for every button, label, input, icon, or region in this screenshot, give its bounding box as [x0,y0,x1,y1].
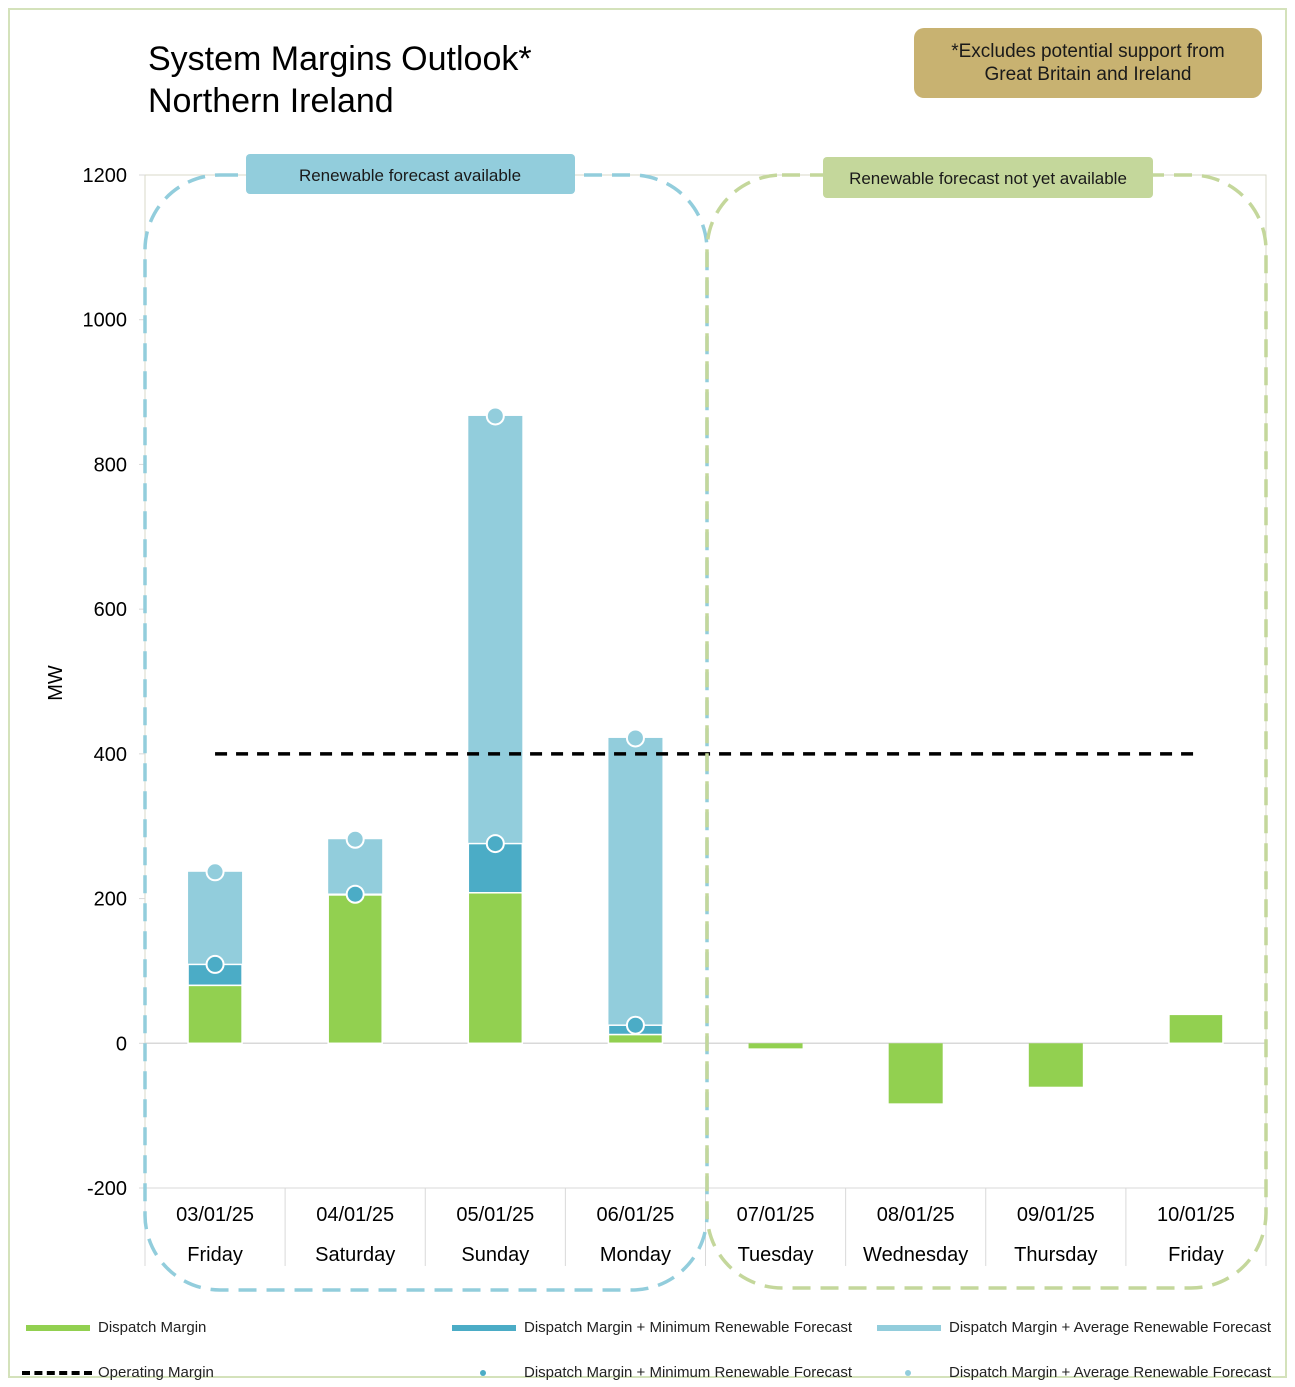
note-line-1: *Excludes potential support from [951,41,1225,62]
marker-avg-renewable [625,728,645,748]
legend-label-avg-marker: Dispatch Margin + Average Renewable Fore… [949,1364,1271,1381]
y-tick-label: 1000 [83,310,128,332]
marker-avg-renewable [205,862,225,882]
legend-label-avg-line: Dispatch Margin + Average Renewable Fore… [949,1319,1271,1336]
legend-label-dispatch: Dispatch Margin [98,1319,207,1336]
title-line-2: Northern Ireland [148,82,394,120]
marker-avg-renewable [345,829,365,849]
region-available-badge [246,154,575,194]
x-day-label: Monday [600,1244,671,1266]
x-day-label: Wednesday [863,1244,968,1266]
bar-dispatch-margin [1168,1013,1224,1045]
y-tick-label: 0 [116,1033,127,1055]
y-tick-label: 800 [94,454,127,476]
x-day-label: Friday [1168,1244,1224,1266]
bar-dispatch-margin [888,1043,943,1104]
marker-avg-renewable [485,406,505,426]
legend-swatch-avg-line [877,1324,941,1331]
bar-dispatch-margin [327,894,383,1045]
chart-frame [8,8,1287,1378]
legend-swatch-min-line [452,1324,516,1331]
y-axis-label: MW [45,665,67,701]
x-day-label: Tuesday [738,1244,814,1266]
y-tick-label: 400 [94,744,127,766]
legend-avg-marker: Dispatch Margin + Average Renewable Fore… [905,1364,1271,1381]
legend-marker-avg [905,1369,911,1376]
marker-min-renewable [345,884,365,904]
region-not-available-label: Renewable forecast not yet available [849,169,1127,188]
legend-avg-line: Dispatch Margin + Average Renewable Fore… [877,1319,1271,1336]
x-date-label: 09/01/25 [1017,1204,1095,1226]
y-tick-label: 600 [94,599,127,621]
chart-svg: -200 0 200 400 600 800 1000 1200 MW 03/01/25 04/01… [45,154,1268,1292]
region-available-label: Renewable forecast available [299,166,521,185]
marker-min-renewable [205,954,225,974]
bar-dispatch-margin [1028,1043,1083,1087]
bar-dispatch-margin [748,1043,803,1049]
legend-dispatch: Dispatch Margin [26,1319,206,1336]
legend-marker-min [480,1369,486,1376]
y-tick-label: 1200 [83,165,128,187]
legend-label-min-marker: Dispatch Margin + Minimum Renewable Fore… [524,1364,853,1381]
legend-label-min-line: Dispatch Margin + Minimum Renewable Fore… [524,1319,853,1336]
region-not-available-badge [823,157,1153,198]
x-date-label: 06/01/25 [597,1204,675,1226]
legend-operating: Operating Margin [22,1364,214,1381]
legend-swatch-operating [22,1370,92,1375]
support-note: *Excludes potential support from Great B… [914,28,1262,98]
x-day-label: Friday [187,1244,243,1266]
x-date-label: 10/01/25 [1157,1204,1235,1226]
x-date-label: 03/01/25 [176,1204,254,1226]
legend-swatch-dispatch [26,1324,90,1331]
bar-dispatch-margin [187,984,243,1045]
marker-min-renewable [625,1015,645,1035]
title-line-1: System Margins Outlook* [148,40,532,78]
x-date-label: 07/01/25 [737,1204,815,1226]
legend-label-operating: Operating Margin [98,1364,214,1381]
note-line-2: Great Britain and Ireland [984,64,1192,85]
bar-dispatch-margin [467,892,524,1045]
legend-min-marker: Dispatch Margin + Minimum Renewable Fore… [480,1364,852,1381]
y-tick-label: -200 [87,1178,127,1200]
x-day-label: Saturday [315,1244,395,1266]
legend-min-line: Dispatch Margin + Minimum Renewable Fore… [452,1319,852,1336]
x-date-label: 08/01/25 [877,1204,955,1226]
bar-dispatch-margin [607,1033,664,1045]
y-tick-label: 200 [94,889,127,911]
x-day-label: Sunday [461,1244,529,1266]
chart-title: System Margins Outlook* Northern Ireland [148,38,532,122]
x-date-label: 04/01/25 [316,1204,394,1226]
region-available-outline [143,173,709,1292]
x-date-label: 05/01/25 [456,1204,534,1226]
region-not-available-outline [705,173,1268,1290]
x-day-label: Thursday [1014,1244,1097,1266]
bar-avg-renewable [608,737,663,1035]
marker-min-renewable [485,834,505,854]
bar-avg-renewable [468,415,523,893]
